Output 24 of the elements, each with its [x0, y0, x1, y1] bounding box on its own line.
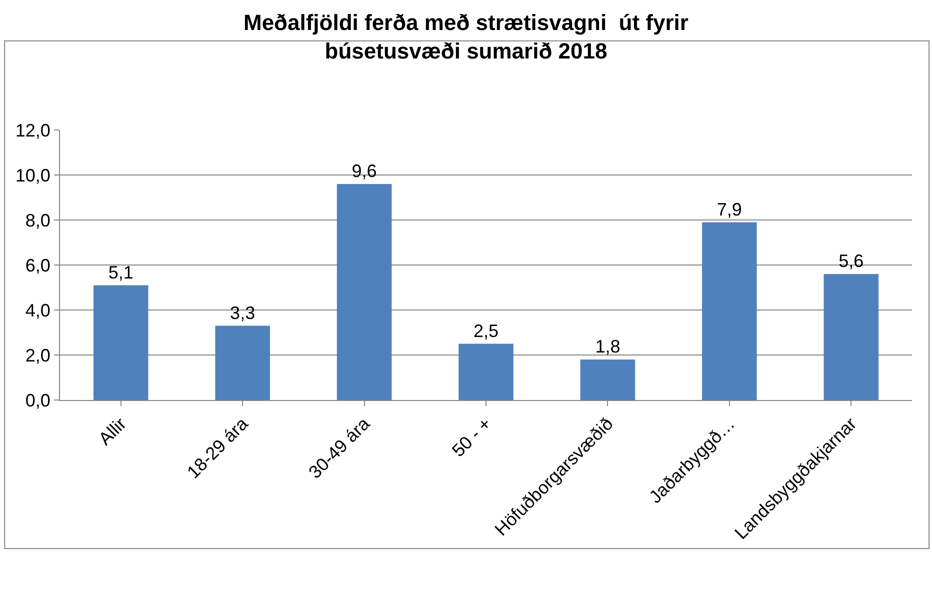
- x-tick-label: 50 - +: [448, 414, 496, 461]
- y-tick-label: 0,0: [25, 390, 50, 410]
- x-tick-label: Allir: [94, 414, 130, 450]
- data-label: 9,6: [352, 161, 377, 181]
- data-label: 3,3: [230, 302, 256, 323]
- bar: [458, 344, 514, 400]
- data-label: 1,8: [595, 336, 620, 356]
- y-tick-label: 4,0: [25, 300, 50, 320]
- data-label: 7,9: [716, 199, 742, 220]
- data-label: 5,6: [838, 251, 864, 271]
- bar: [93, 285, 148, 400]
- data-label: 5,1: [108, 262, 134, 282]
- y-tick-label: 6,0: [25, 255, 50, 276]
- bar: [580, 360, 636, 400]
- bar: [215, 326, 270, 400]
- bar: [702, 222, 757, 400]
- y-tick-label: 10,0: [15, 165, 50, 186]
- bar: [824, 274, 879, 400]
- y-tick-label: 8,0: [25, 210, 50, 230]
- y-tick-label: 2,0: [25, 345, 50, 366]
- chart-title: Meðalfjöldi ferða með strætisvagni út fyrir búsetusvæði sumarið 2018: [244, 10, 689, 64]
- bar: [336, 184, 392, 400]
- data-label: 2,5: [473, 320, 499, 341]
- y-tick-label: 12,0: [15, 120, 50, 140]
